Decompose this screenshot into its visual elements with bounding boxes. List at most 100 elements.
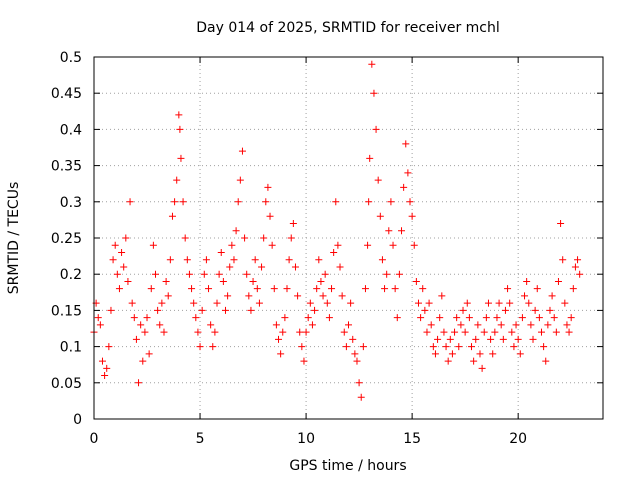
data-point — [192, 314, 200, 322]
data-point — [166, 256, 174, 264]
data-point — [470, 357, 478, 365]
data-point — [200, 270, 208, 278]
data-point — [366, 154, 374, 162]
data-point — [364, 241, 372, 249]
data-point — [139, 357, 147, 365]
data-point — [96, 321, 104, 329]
data-point — [122, 234, 130, 242]
data-point — [381, 285, 389, 293]
data-point — [118, 248, 126, 256]
data-point — [559, 256, 567, 264]
data-point — [296, 328, 304, 336]
data-point — [527, 321, 535, 329]
data-point — [109, 256, 117, 264]
data-point — [561, 299, 569, 307]
y-tick-label: 0.3 — [60, 195, 82, 211]
data-point — [176, 125, 184, 133]
data-point — [128, 299, 136, 307]
data-point — [491, 328, 499, 336]
data-point — [262, 198, 270, 206]
data-point — [251, 256, 259, 264]
data-point — [436, 314, 444, 322]
data-point — [94, 314, 102, 322]
data-point — [281, 314, 289, 322]
data-point — [221, 306, 229, 314]
data-point — [516, 350, 524, 358]
data-point — [264, 183, 272, 191]
data-point — [531, 306, 539, 314]
data-point — [315, 256, 323, 264]
data-point — [408, 212, 416, 220]
data-point — [434, 335, 442, 343]
data-point — [574, 256, 582, 264]
data-point — [465, 314, 473, 322]
data-point — [389, 241, 397, 249]
y-tick-label: 0.4 — [60, 122, 82, 138]
data-point — [249, 277, 257, 285]
data-point — [226, 263, 234, 271]
y-tick-label: 0.35 — [51, 159, 82, 175]
data-point — [126, 198, 134, 206]
x-tick-label: 15 — [403, 431, 421, 447]
y-axis-label: SRMTID / TECUs — [6, 182, 22, 295]
data-point — [268, 241, 276, 249]
data-point — [98, 357, 106, 365]
x-axis-label: GPS time / hours — [289, 458, 406, 474]
y-tick-label: 0.25 — [51, 231, 82, 247]
data-point — [217, 248, 225, 256]
data-point — [228, 241, 236, 249]
data-point — [289, 220, 297, 228]
plot-frame — [93, 56, 604, 420]
data-point — [283, 285, 291, 293]
data-point — [412, 277, 420, 285]
data-point — [260, 234, 268, 242]
data-point — [533, 285, 541, 293]
data-point — [357, 393, 365, 401]
data-point — [487, 335, 495, 343]
data-point — [501, 306, 509, 314]
y-tick-label: 0.45 — [51, 86, 82, 102]
data-point — [277, 350, 285, 358]
data-point — [563, 321, 571, 329]
data-point — [135, 379, 143, 387]
data-point — [323, 299, 331, 307]
data-point — [406, 198, 414, 206]
data-point — [179, 198, 187, 206]
data-point — [342, 343, 350, 351]
x-tick-label: 5 — [196, 431, 205, 447]
data-point — [245, 292, 253, 300]
data-point — [300, 357, 308, 365]
data-point — [544, 321, 552, 329]
data-point — [550, 314, 558, 322]
data-point — [215, 270, 223, 278]
data-point — [442, 343, 450, 351]
data-point — [304, 314, 312, 322]
data-point — [188, 285, 196, 293]
data-point — [417, 314, 425, 322]
data-point — [325, 314, 333, 322]
data-point — [194, 328, 202, 336]
data-point — [313, 285, 321, 293]
data-point — [378, 256, 386, 264]
data-point — [455, 343, 463, 351]
data-point — [183, 256, 191, 264]
data-point — [565, 328, 573, 336]
y-tick-label: 0 — [73, 412, 82, 428]
data-point — [198, 306, 206, 314]
data-point — [497, 321, 505, 329]
data-point — [270, 285, 278, 293]
data-point — [219, 277, 227, 285]
data-point — [576, 270, 584, 278]
data-point — [149, 241, 157, 249]
data-point — [461, 328, 469, 336]
data-point — [476, 350, 484, 358]
data-point — [185, 270, 193, 278]
data-point — [294, 292, 302, 300]
data-point — [243, 270, 251, 278]
data-point — [321, 270, 329, 278]
data-point — [508, 328, 516, 336]
data-point — [158, 299, 166, 307]
data-point — [345, 321, 352, 329]
data-point — [336, 263, 344, 271]
